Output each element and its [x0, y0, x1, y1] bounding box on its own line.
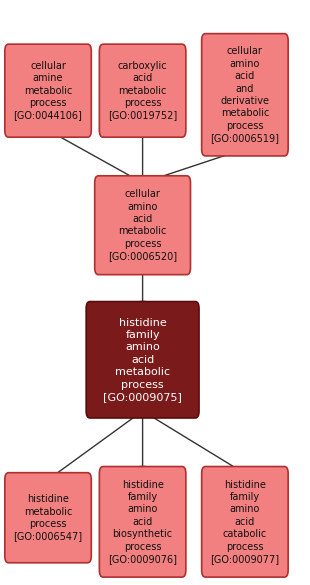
FancyBboxPatch shape	[99, 467, 186, 577]
Text: histidine
family
amino
acid
catabolic
process
[GO:0009077]: histidine family amino acid catabolic pr…	[210, 480, 279, 564]
Text: histidine
family
amino
acid
biosynthetic
process
[GO:0009076]: histidine family amino acid biosynthetic…	[108, 480, 177, 564]
Text: carboxylic
acid
metabolic
process
[GO:0019752]: carboxylic acid metabolic process [GO:00…	[108, 61, 177, 121]
FancyBboxPatch shape	[5, 473, 91, 563]
FancyBboxPatch shape	[95, 176, 190, 275]
FancyBboxPatch shape	[202, 467, 288, 577]
FancyBboxPatch shape	[5, 44, 91, 137]
Text: cellular
amino
acid
metabolic
process
[GO:0006520]: cellular amino acid metabolic process [G…	[108, 189, 177, 261]
Text: cellular
amino
acid
and
derivative
metabolic
process
[GO:0006519]: cellular amino acid and derivative metab…	[210, 46, 279, 143]
Text: histidine
family
amino
acid
metabolic
process
[GO:0009075]: histidine family amino acid metabolic pr…	[103, 318, 182, 402]
FancyBboxPatch shape	[99, 44, 186, 137]
Text: cellular
amine
metabolic
process
[GO:0044106]: cellular amine metabolic process [GO:004…	[14, 61, 82, 121]
FancyBboxPatch shape	[86, 302, 199, 418]
Text: histidine
metabolic
process
[GO:0006547]: histidine metabolic process [GO:0006547]	[14, 494, 82, 541]
FancyBboxPatch shape	[202, 34, 288, 156]
